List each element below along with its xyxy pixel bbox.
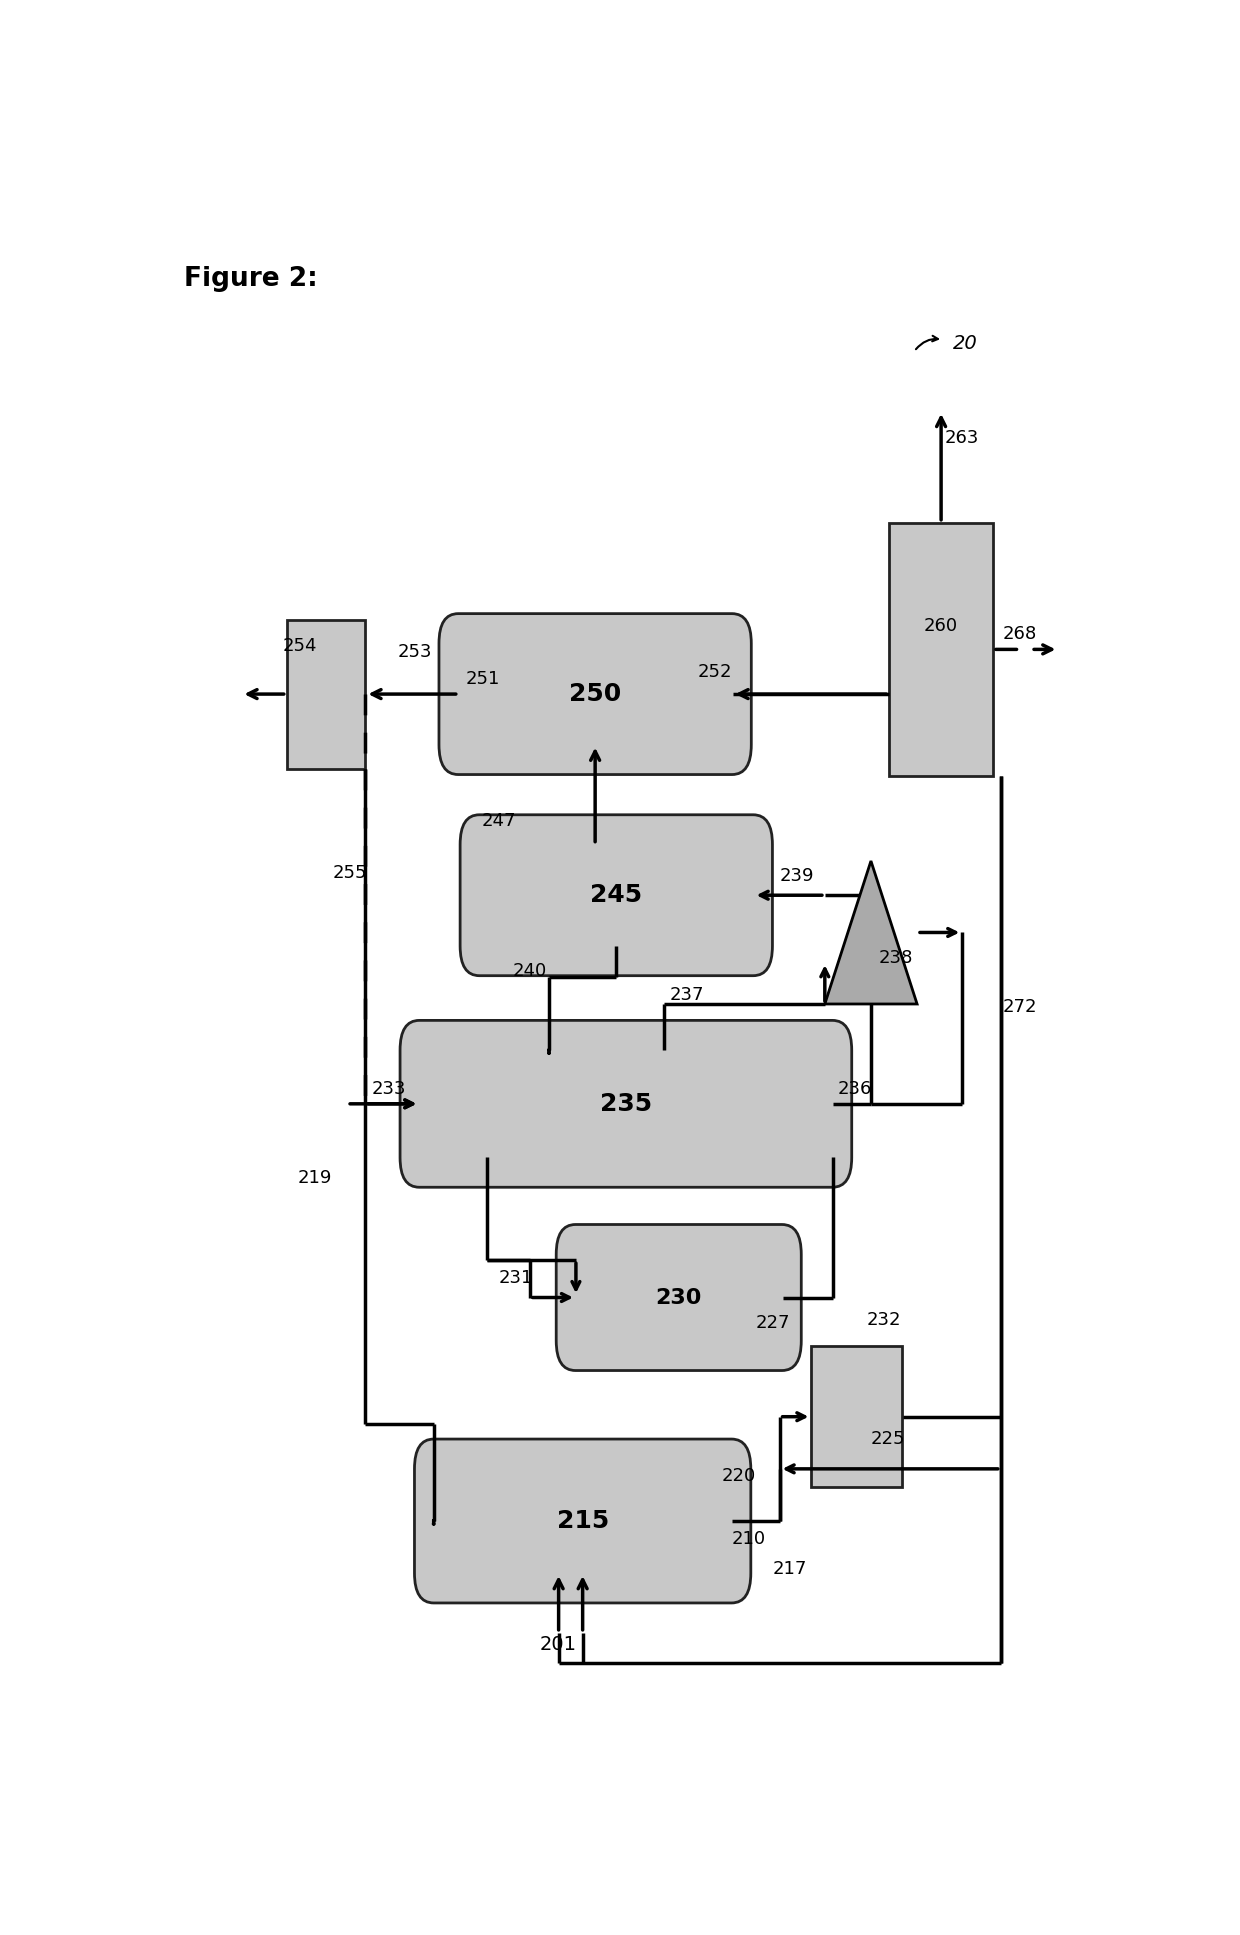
- Text: 210: 210: [732, 1531, 766, 1548]
- Text: 231: 231: [498, 1269, 533, 1287]
- Text: 217: 217: [773, 1560, 807, 1577]
- Text: 240: 240: [512, 962, 547, 981]
- Text: 272: 272: [1003, 998, 1037, 1016]
- Bar: [889, 522, 993, 776]
- FancyBboxPatch shape: [439, 613, 751, 774]
- Text: 268: 268: [1003, 625, 1037, 644]
- Text: 263: 263: [945, 430, 980, 447]
- Text: 254: 254: [283, 637, 317, 656]
- Text: 251: 251: [465, 670, 500, 689]
- Text: 20: 20: [952, 335, 977, 354]
- Text: 252: 252: [698, 662, 733, 681]
- Text: 239: 239: [780, 867, 815, 884]
- Text: 236: 236: [837, 1080, 872, 1097]
- Text: 245: 245: [590, 882, 642, 908]
- Text: 247: 247: [481, 811, 516, 830]
- Text: 225: 225: [870, 1430, 905, 1447]
- Text: 201: 201: [539, 1635, 577, 1654]
- Text: 215: 215: [557, 1509, 609, 1533]
- Polygon shape: [825, 861, 918, 1004]
- FancyBboxPatch shape: [557, 1225, 801, 1370]
- Text: 227: 227: [755, 1314, 790, 1331]
- Bar: [286, 619, 366, 768]
- Text: 238: 238: [879, 948, 913, 968]
- FancyBboxPatch shape: [401, 1020, 852, 1188]
- Text: 237: 237: [670, 987, 703, 1004]
- Text: 260: 260: [924, 617, 959, 635]
- Text: 255: 255: [332, 863, 367, 882]
- FancyBboxPatch shape: [414, 1440, 751, 1602]
- Text: 230: 230: [656, 1287, 702, 1308]
- Text: 232: 232: [866, 1310, 900, 1329]
- Text: 250: 250: [569, 681, 621, 706]
- Bar: [811, 1347, 903, 1488]
- Text: Figure 2:: Figure 2:: [184, 265, 317, 292]
- Text: 233: 233: [371, 1080, 405, 1097]
- Text: 235: 235: [600, 1091, 652, 1116]
- Text: 253: 253: [397, 642, 432, 662]
- FancyBboxPatch shape: [460, 815, 773, 975]
- Text: 220: 220: [722, 1467, 756, 1486]
- Text: 219: 219: [298, 1169, 331, 1188]
